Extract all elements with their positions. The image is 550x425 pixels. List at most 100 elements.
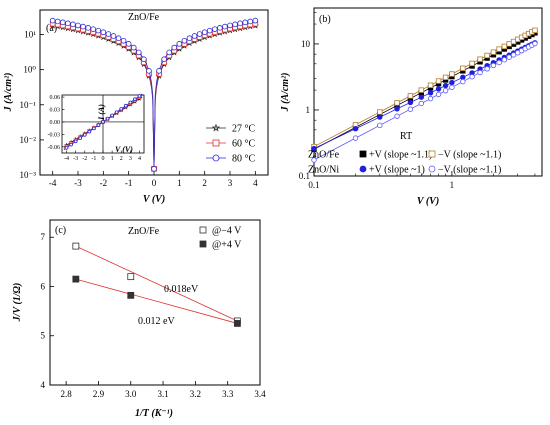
panel-c-y-tick-label: 4: [41, 380, 46, 390]
panel-b-legend-marker: [359, 150, 367, 158]
inset-x-tick-label: -2: [82, 156, 87, 162]
panel-b-legend-row-label: ZnO/Ni: [308, 165, 339, 176]
panel-b-y-axis-label: J (A/cm²): [280, 73, 291, 113]
panel-b-y-tick-label: 10: [301, 39, 311, 49]
inset-ticks: -4 -3 -2 -1 0 1 2 3 4 -0.06 -0.03 0.00 0.03 0.06: [48, 95, 141, 162]
panel-b-data-point: [506, 54, 512, 60]
panel-a-data-point: [222, 23, 228, 30]
panel-b-legend-label: +V (slope ~1): [369, 165, 425, 176]
panel-b-data-point: [477, 56, 483, 62]
panel-c-fit-label-minus4v: 0.018eV: [164, 284, 199, 295]
panel-a-data-point: [166, 49, 173, 56]
panel-a-data-point: [65, 20, 71, 27]
panel-c-legend-marker: [199, 226, 207, 234]
panel-b-y-tick-label: 0.1: [299, 171, 310, 181]
panel-c-data-point: [127, 291, 135, 299]
panel-a-data-point: [186, 35, 193, 42]
panel-c-arrhenius-chart: (c) ZnO/Fe 2.8 2.9 3.0 3.1 3.2 3.3 3.4 4 5 6 7 @−…: [12, 219, 266, 419]
inset-data-point: [133, 97, 137, 101]
panel-a-legend: 27 °C 60 °C 80 °C: [206, 124, 255, 165]
panel-a-data-point: [95, 27, 102, 34]
inset-y-tick-label: 0.00: [50, 120, 61, 126]
panel-b-x-tick-label: 0.1: [308, 180, 319, 190]
panel-a-data-point: [247, 18, 254, 25]
panel-b-data-point: [394, 113, 400, 119]
panel-b-data-point: [407, 93, 414, 99]
panel-c-legend: @−4 V @+4 V: [199, 226, 242, 251]
panel-a-y-tick-label: 10⁻¹: [20, 100, 37, 110]
panel-a-data-point: [85, 25, 91, 31]
inset-x-tick-label: 2: [120, 156, 123, 162]
panel-c-y-tick-label: 6: [41, 281, 46, 291]
panel-b-data-point: [510, 52, 517, 58]
panel-a-x-ticks: -4 -3 -2 -1 0 1 2 3 4: [49, 171, 258, 188]
panel-a-data-point: [54, 18, 61, 25]
panel-a-inset-iv-chart: -4 -3 -2 -1 0 1 2 3 4 -0.06 -0.03 0.00 0.03 0.06 V (V…: [48, 93, 145, 162]
panel-a-legend-marker: [212, 139, 220, 147]
panel-b-data-point: [352, 126, 359, 132]
panel-b-x-tick-label: 1: [450, 180, 455, 190]
panel-b-data-point: [377, 122, 383, 129]
panel-a-legend-label: 60 °C: [232, 139, 255, 150]
inset-data-point: [101, 120, 105, 124]
panel-b-data-point: [501, 57, 508, 63]
panel-a-data-point: [90, 26, 96, 32]
panel-a-data-point: [171, 44, 178, 51]
panel-a-data-point: [75, 22, 81, 29]
panel-c-data-point: [72, 242, 80, 250]
panel-b-data-point: [311, 145, 317, 152]
panel-c-x-tick-label: 3.1: [157, 389, 168, 399]
inset-y-tick-label: 0.06: [50, 95, 61, 101]
panel-b-data-point: [427, 95, 434, 102]
panel-a-data-point: [206, 27, 213, 34]
panel-a-legend-label: 27 °C: [232, 124, 255, 135]
panel-b-data-point: [506, 41, 512, 47]
panel-b-x-axis-label: V (V): [417, 196, 439, 207]
panel-b-legend-marker: [428, 165, 436, 173]
panel-b-data-point: [427, 82, 434, 88]
panel-a-x-tick-label: -2: [100, 178, 108, 188]
panel-b-data-point: [460, 78, 466, 85]
panel-c-fit-line: [75, 278, 238, 324]
panel-a-x-tick-label: 1: [177, 178, 182, 188]
panel-c-title: ZnO/Fe: [128, 226, 160, 237]
inset-y-tick-label: -0.03: [48, 132, 61, 138]
inset-x-tick-label: 3: [129, 156, 132, 162]
panel-b-plot-frame: [313, 7, 543, 177]
panel-b-data-point: [449, 84, 455, 91]
panel-b-legend: ZnO/Fe +V (slope ~1.1) −V (slope ~1.1) ZnO/…: [308, 150, 501, 176]
panel-b-data-point: [442, 87, 449, 94]
panel-c-data-point: [72, 275, 80, 283]
inset-data-point: [114, 110, 119, 114]
panel-c-label: (c): [55, 225, 66, 236]
panel-b-data-point: [442, 74, 449, 81]
inset-data-point: [110, 113, 114, 118]
panel-b-data-point: [460, 65, 466, 71]
inset-data-point: [128, 100, 133, 105]
panel-b-series: [311, 27, 538, 163]
inset-x-axis-label: V (V): [115, 145, 133, 154]
panel-b-data-point: [484, 66, 490, 72]
panel-b-data-point: [418, 87, 425, 93]
panel-a-data-point: [161, 56, 167, 63]
inset-data-point: [105, 116, 110, 121]
panel-b-fit-line: [313, 43, 536, 161]
panel-a-x-tick-label: 3: [228, 178, 233, 188]
panel-a-data-point: [181, 37, 188, 44]
panel-b-data-point: [501, 43, 508, 50]
panel-b-label: (b): [319, 14, 331, 25]
inset-data-point: [119, 107, 124, 111]
panel-c-y-tick-label: 5: [41, 331, 46, 341]
panel-b-data-point: [469, 74, 475, 80]
panel-b-data-point: [435, 91, 442, 98]
panel-a-data-point: [242, 19, 249, 26]
panel-b-data-point: [427, 90, 434, 96]
panel-a-series: [49, 17, 259, 172]
panel-c-x-axis-label: 1/T (K⁻¹): [135, 408, 173, 419]
inset-x-tick-label: -1: [91, 156, 96, 162]
inset-x-tick-label: -4: [64, 156, 69, 162]
panel-c-fit-label-plus4v: 0.012 eV: [138, 316, 175, 327]
panel-a-data-point: [151, 166, 157, 172]
panel-b-legend-label: −V (slope ~1.1): [438, 165, 501, 176]
